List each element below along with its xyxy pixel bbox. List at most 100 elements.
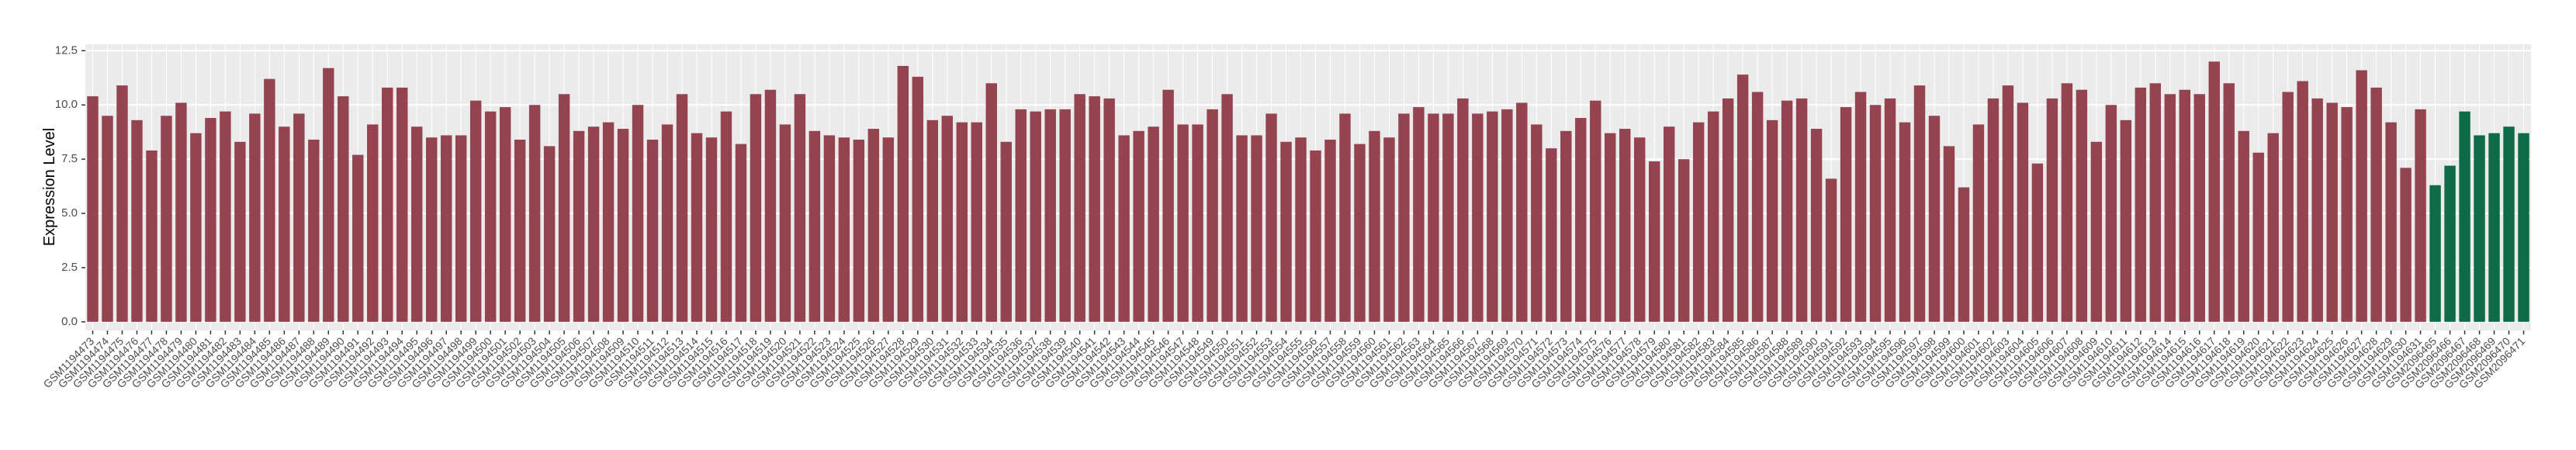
bar [514, 140, 526, 322]
bar [1044, 109, 1056, 322]
bar [234, 141, 246, 322]
bar [1663, 126, 1675, 322]
bar [2031, 163, 2044, 322]
bar [1634, 137, 1646, 322]
bar [1810, 129, 1823, 322]
bar [1487, 111, 1498, 322]
bar [2046, 98, 2058, 322]
bar [691, 133, 703, 322]
bar [1472, 113, 1484, 322]
bar [1854, 92, 1867, 322]
bar [455, 135, 467, 322]
bar [1825, 178, 1837, 322]
bar [2267, 133, 2279, 322]
bar [2208, 61, 2220, 322]
bar [1928, 116, 1941, 322]
bar [367, 124, 379, 322]
bar [1000, 141, 1012, 322]
bar [1030, 111, 1041, 322]
bar [1280, 141, 1292, 322]
bar [661, 124, 673, 322]
bar [1575, 118, 1587, 322]
plot-panel [85, 44, 2531, 331]
bar [587, 126, 600, 322]
bar [1795, 98, 1808, 322]
bar [1059, 109, 1071, 322]
bar [646, 140, 659, 322]
bar [190, 133, 202, 322]
bar [2311, 98, 2323, 322]
bar [1457, 98, 1469, 322]
bar [1605, 133, 1616, 322]
bar [2090, 141, 2103, 322]
bar [1840, 107, 1852, 322]
bar [1619, 129, 1631, 322]
bar [1781, 100, 1793, 322]
bar [632, 105, 644, 322]
bar [1398, 113, 1410, 322]
bar [838, 137, 850, 322]
bar [1736, 74, 1749, 322]
bar [2429, 185, 2441, 322]
bar [1884, 98, 1896, 322]
bar [1295, 137, 1307, 322]
bar [2164, 94, 2176, 322]
bar [175, 102, 187, 322]
bar [1546, 148, 1557, 322]
bar [897, 65, 909, 322]
bar [264, 78, 275, 322]
bar [750, 94, 762, 322]
bar [131, 119, 143, 322]
bar [1118, 135, 1130, 322]
bar [484, 111, 497, 322]
bar [1074, 94, 1085, 322]
bar [705, 137, 718, 322]
bar [1972, 124, 1985, 322]
bar [249, 113, 261, 322]
bar [1369, 130, 1380, 322]
bar [2356, 70, 2367, 322]
bar [1766, 119, 1778, 322]
bar [1913, 85, 1926, 322]
bar [1531, 124, 1542, 322]
bar [1162, 89, 1174, 322]
bar [1177, 124, 1189, 322]
bar [1899, 122, 1911, 322]
y-tick-label: 0.0 [61, 315, 78, 328]
bar [779, 124, 791, 322]
bar [617, 129, 629, 322]
bar [2076, 89, 2088, 322]
bar [1560, 130, 1572, 322]
bar [823, 135, 836, 322]
bar [676, 94, 688, 322]
bar [2488, 133, 2500, 322]
bar [2400, 168, 2412, 322]
bar [2135, 87, 2147, 322]
bar [2459, 111, 2470, 322]
bar [1310, 150, 1321, 322]
bar [1722, 98, 1734, 322]
bar [1133, 130, 1144, 322]
bar [808, 130, 821, 322]
bar [440, 135, 452, 322]
y-tick-label: 5.0 [61, 206, 78, 220]
bar [941, 116, 954, 322]
bar [1442, 113, 1454, 322]
bar [1251, 135, 1262, 322]
bar [2193, 94, 2205, 322]
bar [411, 126, 423, 322]
bar [1987, 98, 2000, 322]
bar [1265, 113, 1277, 322]
bar [161, 116, 172, 322]
bar [2474, 135, 2485, 322]
bar [469, 100, 482, 322]
bar [382, 87, 393, 322]
bar [2252, 152, 2264, 322]
bar [2370, 87, 2382, 322]
bar [971, 122, 982, 322]
bar [1428, 113, 1439, 322]
y-tick-label: 7.5 [61, 152, 78, 165]
bar [1383, 137, 1395, 322]
bar [1649, 161, 1660, 322]
